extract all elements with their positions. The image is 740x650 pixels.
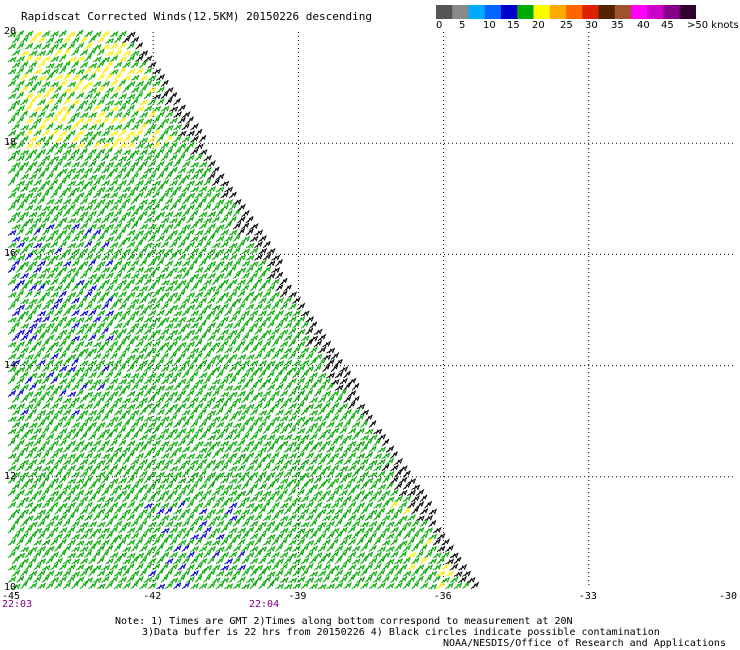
colorbar-swatch	[679, 5, 696, 19]
colorbar-swatch	[549, 5, 567, 19]
colorbar-swatch	[614, 5, 632, 19]
colorbar-swatch	[484, 5, 502, 19]
map-title: Rapidscat Corrected Winds(12.5KM) 201502…	[21, 10, 372, 23]
colorbar-swatch	[436, 5, 453, 19]
colorbar-label: 10	[483, 20, 496, 31]
credit-line: NOAA/NESDIS/Office of Research and Appli…	[443, 638, 726, 649]
time-label-left: 22:03	[2, 599, 33, 610]
wind-barbs	[7, 29, 480, 590]
colorbar-label: 35	[611, 20, 624, 31]
colorbar-label: 20	[532, 20, 545, 31]
colorbar-label: 40	[637, 20, 650, 31]
colorbar-label: 15	[507, 20, 520, 31]
longitude-tick-label: -39	[288, 591, 307, 602]
latitude-tick-label: 14	[4, 359, 17, 371]
time-label-middle: 22:04	[249, 599, 280, 610]
colorbar-label: 5	[459, 20, 466, 31]
colorbar-label: 25	[560, 20, 573, 31]
latitude-tick-label: 20	[4, 26, 17, 37]
colorbar-swatch	[501, 5, 518, 19]
latitude-tick-label: 16	[4, 248, 17, 260]
colorbar-swatch	[647, 5, 664, 19]
colorbar-swatch	[533, 5, 551, 19]
colorbar-label: 45	[661, 20, 674, 31]
colorbar-swatch	[598, 5, 616, 19]
colorbar-label: 30	[585, 20, 598, 31]
colorbar-swatch	[452, 5, 469, 19]
latitude-tick-label: 10	[4, 582, 17, 593]
longitude-tick-label: -36	[433, 591, 452, 602]
colorbar-swatches	[436, 5, 696, 19]
note-line-1: Note: 1) Times are GMT 2)Times along bot…	[115, 616, 573, 627]
colorbar-swatch	[663, 5, 681, 19]
colorbar-label: >50 knots	[687, 20, 739, 31]
note-line-2: 3)Data buffer is 22 hrs from 20150226 4)…	[142, 627, 660, 638]
colorbar-swatch	[517, 5, 534, 19]
colorbar-swatch	[582, 5, 599, 19]
longitude-tick-label: -30	[719, 591, 738, 602]
colorbar-swatch	[631, 5, 648, 19]
colorbar-label: 0	[436, 20, 443, 31]
longitude-tick-label: -42	[143, 591, 162, 602]
longitude-tick-label: -33	[578, 591, 597, 602]
latitude-tick-label: 12	[4, 470, 17, 482]
colorbar-swatch	[468, 5, 486, 19]
longitude-tick-label: -45	[2, 591, 21, 602]
colorbar-swatch	[566, 5, 583, 19]
latitude-tick-label: 18	[4, 137, 17, 149]
